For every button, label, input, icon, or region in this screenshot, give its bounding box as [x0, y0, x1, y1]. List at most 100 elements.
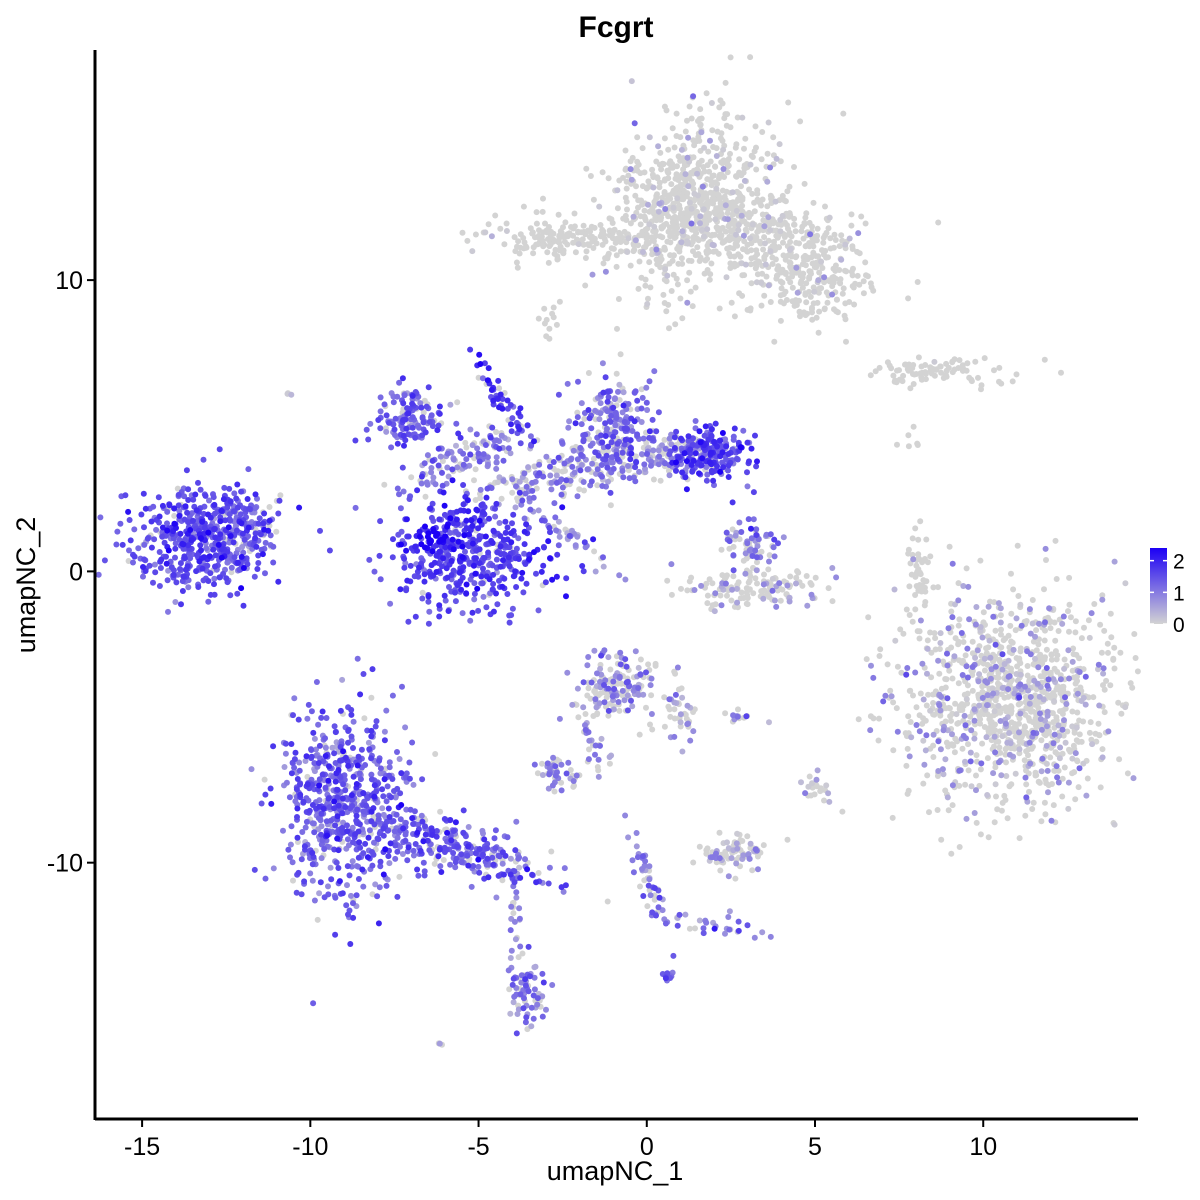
- cell-point: [392, 855, 399, 862]
- cell-point: [914, 440, 921, 447]
- cell-point: [865, 614, 872, 621]
- cell-point: [597, 742, 603, 749]
- cell-point: [684, 238, 691, 245]
- cell-point: [803, 573, 810, 579]
- cell-point: [1005, 657, 1012, 664]
- cell-point: [784, 582, 791, 589]
- cell-point: [288, 823, 295, 830]
- cell-point: [454, 399, 461, 406]
- cell-point: [956, 616, 963, 623]
- cell-point: [1033, 627, 1040, 634]
- cell-point: [546, 243, 553, 250]
- cell-point: [977, 766, 984, 773]
- cell-point: [905, 443, 912, 450]
- cell-point: [406, 759, 413, 766]
- cell-point: [396, 491, 402, 498]
- cell-point: [648, 268, 655, 275]
- cell-point: [915, 566, 922, 573]
- cell-point: [532, 963, 539, 970]
- cell-point: [671, 715, 678, 722]
- cell-point: [877, 646, 884, 653]
- cell-point: [426, 847, 433, 854]
- cell-point: [1080, 760, 1087, 767]
- cell-point: [744, 483, 751, 490]
- cell-point: [606, 754, 613, 760]
- cell-point: [666, 435, 673, 442]
- cell-point: [876, 653, 883, 659]
- cell-point: [777, 228, 784, 235]
- cell-point: [1041, 637, 1048, 644]
- cell-point: [653, 246, 660, 253]
- cell-point: [516, 250, 523, 257]
- cell-point: [650, 447, 657, 454]
- cell-point: [824, 299, 831, 306]
- cell-point: [907, 719, 914, 725]
- cell-point: [979, 740, 986, 747]
- cell-point: [585, 654, 592, 660]
- cell-point: [1050, 740, 1057, 747]
- cell-point: [402, 724, 409, 731]
- cell-point: [610, 245, 617, 252]
- cell-point: [725, 914, 732, 920]
- cell-point: [1026, 739, 1033, 746]
- cell-point: [1025, 752, 1031, 759]
- cell-point: [927, 707, 934, 714]
- cell-point: [687, 288, 694, 295]
- cell-point: [827, 235, 834, 242]
- cell-point: [718, 232, 725, 239]
- cell-point: [787, 573, 794, 580]
- cell-point: [903, 762, 910, 769]
- cell-point: [960, 639, 967, 645]
- cell-point: [578, 421, 585, 428]
- cell-point: [784, 188, 791, 195]
- cell-point: [996, 759, 1002, 766]
- cell-point: [1024, 648, 1031, 655]
- cell-point: [956, 357, 963, 364]
- cell-point: [738, 183, 744, 190]
- cell-point: [868, 662, 874, 669]
- cell-point: [670, 952, 677, 959]
- cell-point: [681, 218, 688, 225]
- cell-point: [750, 516, 757, 523]
- cell-point: [553, 472, 560, 479]
- cell-point: [733, 207, 740, 214]
- cell-point: [376, 884, 383, 891]
- cell-point: [534, 1001, 541, 1008]
- cell-point: [1099, 746, 1106, 753]
- cell-point: [746, 547, 753, 554]
- cell-point: [663, 308, 670, 315]
- cell-point: [806, 274, 813, 281]
- cell-point: [546, 771, 553, 778]
- cell-point: [902, 730, 909, 737]
- cell-point: [703, 220, 710, 227]
- cell-point: [700, 930, 707, 937]
- cell-point: [604, 425, 610, 432]
- cell-point: [447, 861, 454, 868]
- cell-point: [742, 570, 749, 577]
- cell-point: [472, 231, 479, 238]
- cell-point: [761, 292, 768, 299]
- cell-point: [919, 660, 926, 667]
- cell-point: [718, 171, 725, 178]
- cell-point: [731, 253, 738, 260]
- cell-point: [1017, 671, 1024, 678]
- cell-point: [999, 666, 1006, 673]
- cell-point: [436, 1040, 443, 1047]
- cell-point: [551, 250, 558, 257]
- cell-point: [973, 752, 980, 759]
- cell-point: [769, 261, 776, 267]
- cell-point: [516, 915, 523, 922]
- cell-point: [261, 776, 268, 783]
- cell-point: [684, 299, 691, 306]
- cell-point: [437, 863, 444, 870]
- cell-point: [698, 582, 705, 589]
- cell-point: [281, 764, 288, 770]
- cell-point: [548, 848, 555, 855]
- cell-point: [949, 614, 956, 621]
- cell-point: [1081, 624, 1087, 631]
- cell-point: [722, 580, 729, 587]
- cell-point: [972, 621, 979, 628]
- cell-point: [653, 232, 660, 239]
- cell-point: [900, 372, 907, 379]
